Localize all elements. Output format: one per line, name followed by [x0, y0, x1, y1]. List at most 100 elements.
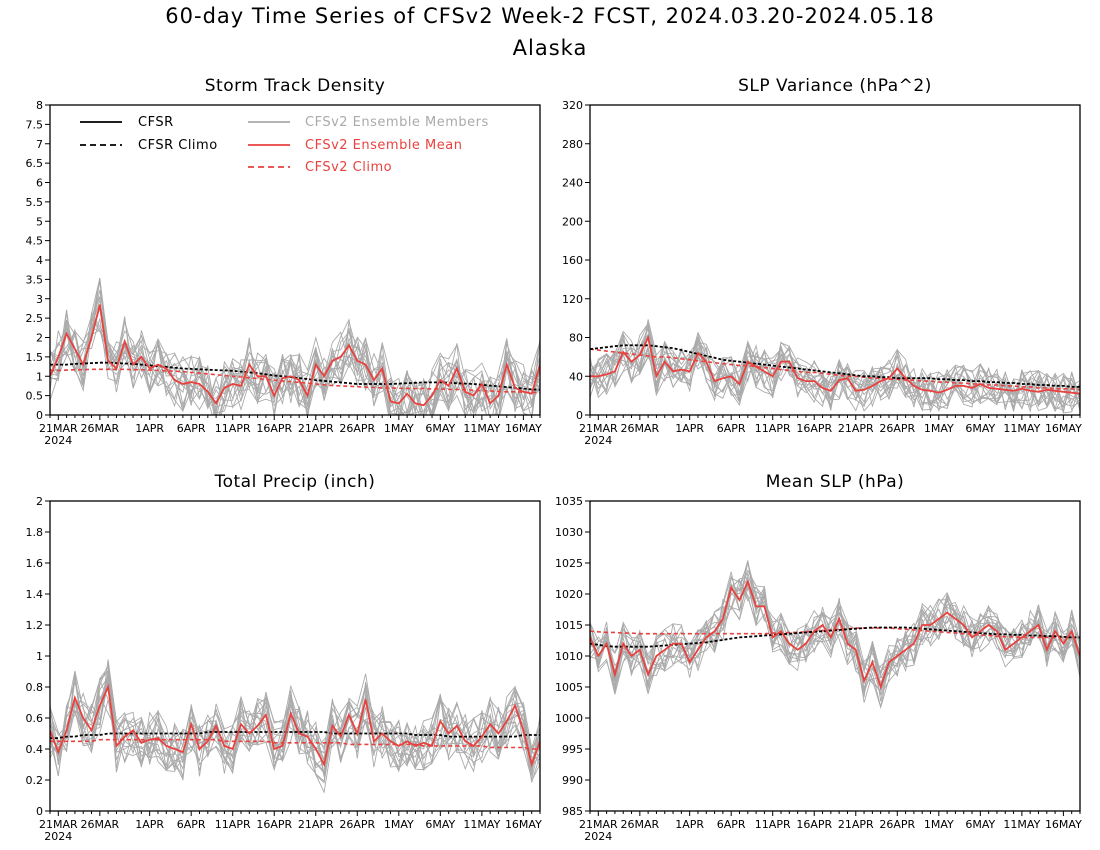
y-tick-label: 3.5 — [26, 273, 44, 286]
y-tick-label: 2.5 — [26, 312, 44, 325]
y-tick-label: 1010 — [555, 650, 583, 663]
y-tick-label: 280 — [562, 138, 583, 151]
legend-ensemble-mean-label: CFSv2 Ensemble Mean — [305, 138, 462, 153]
y-tick-label: 0 — [36, 409, 43, 422]
x-tick-label: 16APR — [256, 818, 292, 831]
cfsv2-climo-line — [590, 348, 1080, 391]
x-tick-label: 26APR — [339, 422, 375, 435]
x-tick-label: 21MAR — [579, 818, 618, 831]
x-tick-label: 21APR — [298, 818, 334, 831]
cfsv2-climo-line — [50, 738, 540, 750]
x-tick-label: 6APR — [177, 818, 206, 831]
x-year-label: 2024 — [44, 830, 72, 843]
y-tick-label: 4.5 — [26, 235, 44, 248]
page-subtitle: Alaska — [512, 36, 588, 60]
legend-cfsv2-climo-label: CFSv2 Climo — [305, 160, 392, 175]
y-tick-label: 120 — [562, 293, 583, 306]
ensemble-member-line — [590, 328, 1080, 412]
y-tick-label: 4 — [36, 254, 43, 267]
x-tick-label: 11MAY — [463, 818, 500, 831]
x-tick-label: 6APR — [717, 818, 746, 831]
y-tick-label: 240 — [562, 177, 583, 190]
y-tick-label: 1 — [36, 650, 43, 663]
y-tick-label: 0 — [36, 805, 43, 818]
ensemble-member-line — [590, 333, 1080, 408]
ensemble-member-line — [50, 316, 540, 415]
x-tick-label: 11MAY — [1003, 818, 1040, 831]
y-tick-label: 1035 — [555, 495, 583, 508]
page-title: 60-day Time Series of CFSv2 Week-2 FCST,… — [165, 4, 935, 28]
x-tick-label: 6MAY — [965, 422, 995, 435]
y-tick-label: 990 — [562, 774, 583, 787]
plot-area — [50, 277, 540, 415]
y-tick-label: 1.6 — [26, 557, 44, 570]
ensemble-member-line — [590, 569, 1080, 695]
y-tick-label: 995 — [562, 743, 583, 756]
x-tick-label: 26MAR — [81, 818, 120, 831]
panel-title: SLP Variance (hPa^2) — [738, 76, 932, 96]
ensemble-member-line — [50, 295, 540, 415]
y-tick-label: 320 — [562, 99, 583, 112]
x-tick-label: 16MAY — [505, 422, 542, 435]
ensemble-member-line — [50, 674, 540, 771]
cfsr-climo-line — [50, 731, 540, 739]
y-tick-label: 5.5 — [26, 196, 44, 209]
ensemble-mean-line — [50, 304, 540, 407]
x-tick-label: 11APR — [215, 818, 251, 831]
x-tick-label: 1MAY — [384, 818, 414, 831]
ensemble-member-line — [50, 289, 540, 415]
ensemble-mean-line — [50, 683, 540, 768]
ensemble-member-line — [590, 577, 1080, 679]
panel-storm-track-density: Storm Track Density 0 0.5 1 1.5 2 2.5 3 3.5 4 4.5 5… — [26, 76, 543, 447]
x-tick-label: 21MAR — [39, 422, 78, 435]
x-tick-label: 11APR — [755, 422, 791, 435]
x-tick-label: 1MAY — [924, 422, 954, 435]
y-tick-label: 6.5 — [26, 157, 44, 170]
y-tick-label: 0 — [576, 409, 583, 422]
x-tick-label: 1APR — [135, 818, 164, 831]
panel-mean-slp: Mean SLP (hPa) 985 990 995 1000 1005 1010 1015 1… — [555, 472, 1082, 843]
legend-cfsr-label: CFSR — [138, 115, 174, 130]
ensemble-mean-line — [590, 579, 1080, 690]
ensemble-member-line — [590, 339, 1080, 409]
x-tick-label: 21MAR — [39, 818, 78, 831]
x-tick-label: 6MAY — [425, 818, 455, 831]
y-tick-label: 1000 — [555, 712, 583, 725]
y-tick-label: 0.4 — [26, 743, 44, 756]
cfsr-climo-line — [590, 344, 1080, 388]
x-tick-label: 1APR — [675, 818, 704, 831]
plot-area — [590, 319, 1080, 414]
x-tick-label: 6MAY — [965, 818, 995, 831]
ensemble-member-line — [50, 296, 540, 415]
x-tick-label: 16APR — [796, 422, 832, 435]
plot-frame — [589, 500, 1081, 812]
y-tick-label: 1 — [36, 370, 43, 383]
y-tick-label: 2 — [36, 332, 43, 345]
ensemble-member-line — [590, 583, 1080, 694]
ensemble-member-line — [590, 322, 1080, 414]
legend-cfsr-climo-label: CFSR Climo — [138, 138, 218, 153]
y-tick-label: 1.5 — [26, 351, 44, 364]
y-tick-label: 0.8 — [26, 681, 44, 694]
y-tick-label: 7 — [36, 138, 43, 151]
y-tick-label: 0.6 — [26, 712, 44, 725]
y-tick-label: 1005 — [555, 681, 583, 694]
y-tick-label: 1020 — [555, 588, 583, 601]
x-tick-label: 21APR — [838, 818, 874, 831]
ensemble-member-line — [50, 675, 540, 783]
panel-title: Total Precip (inch) — [214, 472, 376, 492]
x-tick-label: 26MAR — [621, 422, 660, 435]
x-year-label: 2024 — [584, 434, 612, 447]
x-tick-label: 21APR — [838, 422, 874, 435]
x-tick-label: 21APR — [298, 422, 334, 435]
ensemble-member-line — [590, 326, 1080, 412]
x-tick-label: 16MAY — [1045, 422, 1082, 435]
x-tick-label: 1APR — [675, 422, 704, 435]
x-tick-label: 11MAY — [463, 422, 500, 435]
ensemble-member-line — [590, 578, 1080, 683]
panel-title: Storm Track Density — [205, 76, 386, 96]
x-tick-label: 16MAY — [505, 818, 542, 831]
panel-title: Mean SLP (hPa) — [766, 472, 905, 492]
plot-area — [50, 659, 540, 794]
x-tick-label: 26APR — [879, 818, 915, 831]
